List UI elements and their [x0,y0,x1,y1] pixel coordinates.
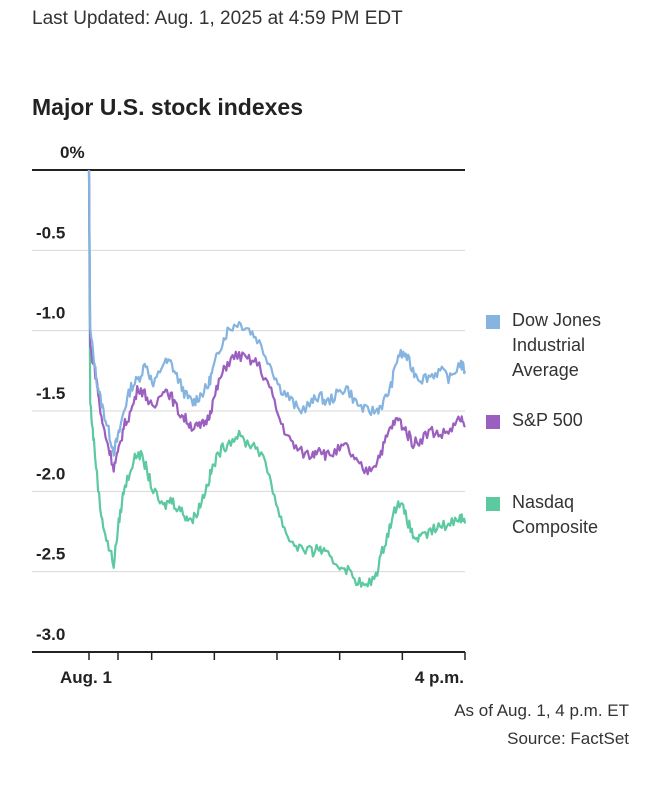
x-tick-label: 4 p.m. [415,668,464,687]
series-lines [87,169,467,588]
chart-title: Major U.S. stock indexes [32,94,303,120]
axes: 0% -0.5 -1.0 -1.5 -2.0 -2.5 -3.0 Aug. 1 4 p.m. [32,143,466,687]
legend-item: Nasdaq Composite [486,490,642,540]
x-tick-label: Aug. 1 [60,668,112,687]
legend-label: S&P 500 [512,410,583,430]
y-tick-label: -1.5 [36,384,65,403]
as-of-note: As of Aug. 1, 4 p.m. ET [454,701,629,720]
legend-swatch [486,497,500,511]
source-note: Source: FactSet [507,729,629,748]
y-tick-label: -3.0 [36,625,65,644]
legend-label: Nasdaq Composite [512,492,599,537]
y-tick-label: -1.0 [36,304,65,323]
y-tick-label: -2.5 [36,545,65,564]
legend-item: S&P 500 [486,408,642,433]
legend-label: Dow Jones Industrial Average [512,310,602,380]
grid-lines [32,169,465,653]
series-line-0 [87,169,467,457]
legend-item: Dow Jones Industrial Average [486,308,642,383]
y-tick-label: -2.0 [36,464,65,483]
series-line-2 [87,169,467,588]
y-tick-label: 0% [60,143,85,162]
y-tick-label: -0.5 [36,223,65,242]
legend-swatch [486,315,500,329]
last-updated-text: Last Updated: Aug. 1, 2025 at 4:59 PM ED… [32,8,403,29]
footnote: As of Aug. 1, 4 p.m. ET Source: FactSet [454,697,629,753]
legend-swatch [486,415,500,429]
series-line-1 [87,169,466,476]
